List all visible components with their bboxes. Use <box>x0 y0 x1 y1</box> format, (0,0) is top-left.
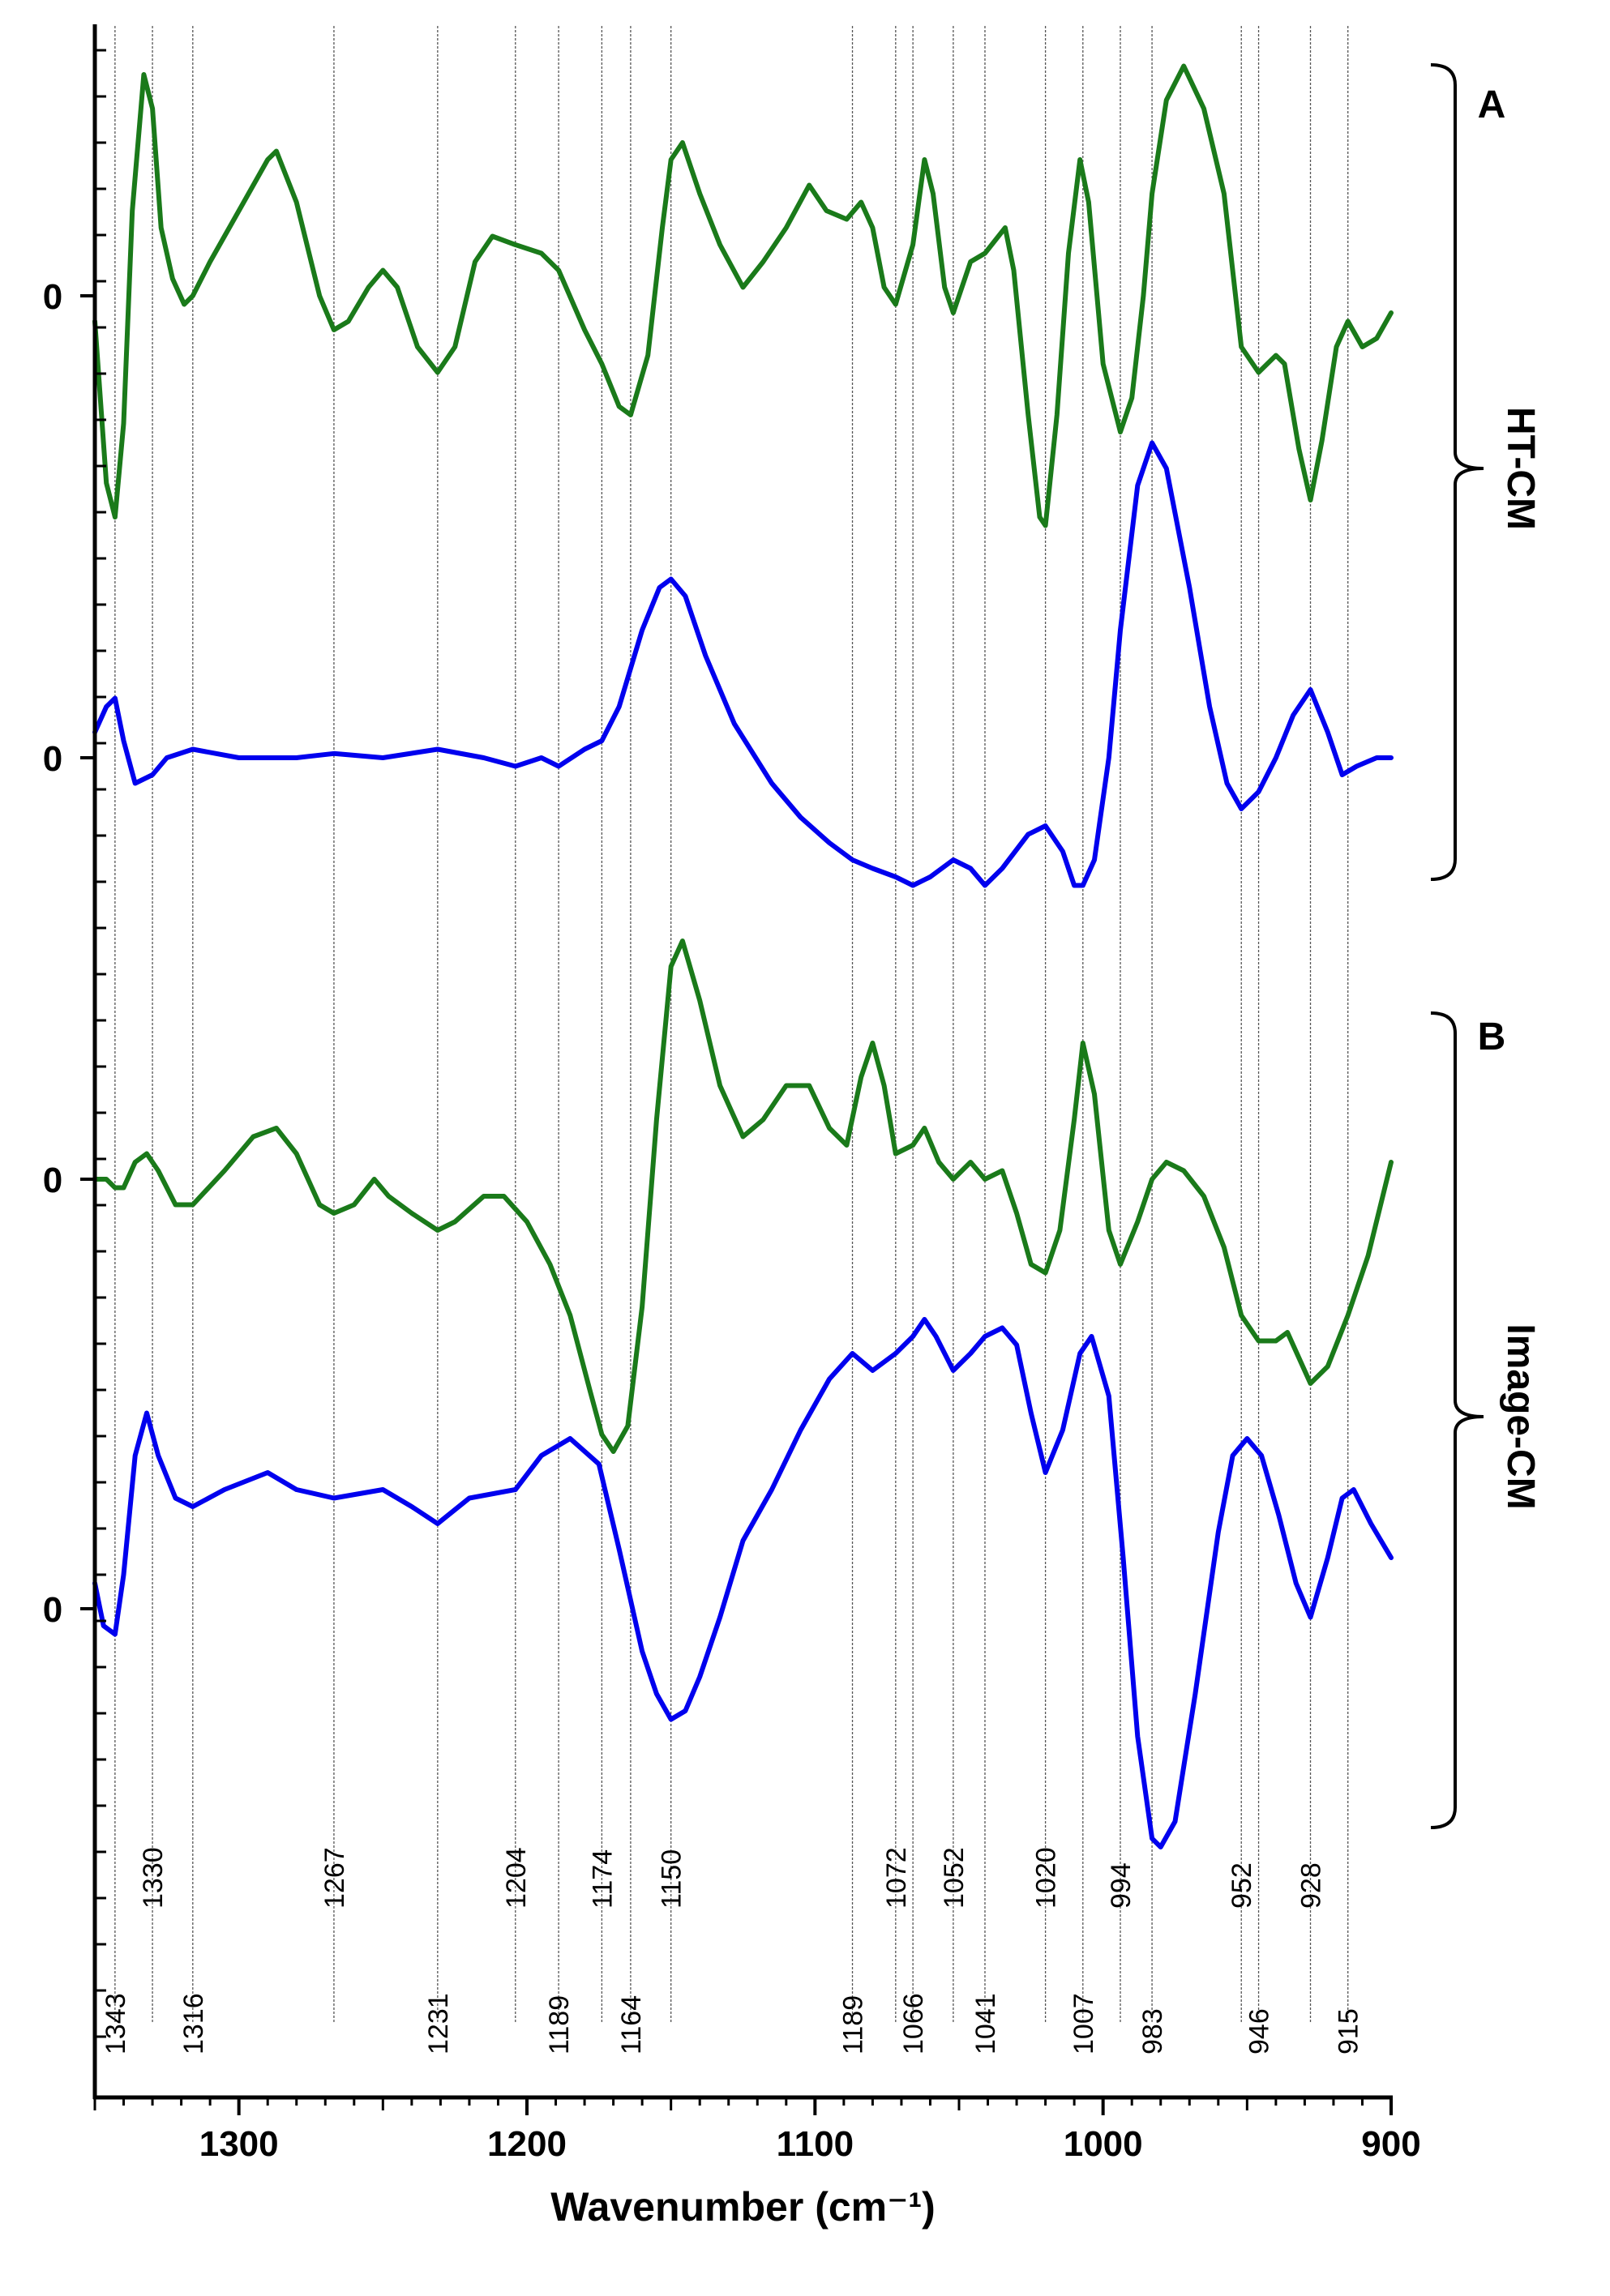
reference-label: 1204 <box>501 1847 532 1909</box>
spectrum-series-line <box>92 440 1394 888</box>
reference-labels-group: 1343 1330 1316 1267 1231 1204 1189 1174 1164 1150… <box>101 1847 1364 2054</box>
group-label: HT-CM <box>1499 407 1542 530</box>
series-group <box>92 63 1394 1849</box>
spectrum-series-line <box>92 1317 1394 1849</box>
reference-label: 915 <box>1334 2008 1364 2054</box>
reference-label: 1189 <box>544 1995 575 2054</box>
x-tick-label: 1100 <box>777 2124 854 2164</box>
group-bracket <box>1430 63 1484 881</box>
y-zero-label: 0 <box>43 739 62 779</box>
x-tick-label: 1200 <box>487 2124 567 2164</box>
reference-label: 928 <box>1296 1862 1327 1909</box>
reference-label: 1174 <box>587 1849 618 1909</box>
reference-label: 1072 <box>881 1847 912 1909</box>
reference-label: 1066 <box>898 1993 929 2054</box>
group-bracket <box>1430 1011 1484 1829</box>
reference-label: 994 <box>1106 1862 1137 1909</box>
reference-label: 1231 <box>423 1993 454 2054</box>
reference-label: 1052 <box>939 1847 970 1909</box>
reference-label: 1020 <box>1031 1847 1062 1909</box>
reference-label: 1316 <box>178 1993 209 2054</box>
panel-label: A <box>1478 83 1506 126</box>
reference-label: 1007 <box>1068 1993 1099 2054</box>
reference-label: 1330 <box>138 1847 169 1909</box>
reference-label: 1164 <box>616 1995 647 2054</box>
y-zero-label: 0 <box>43 1590 62 1630</box>
y-zero-label: 0 <box>43 1161 62 1200</box>
brackets-group: A HT-CM B Image-CM <box>1430 63 1542 1829</box>
y-zero-label: 0 <box>43 277 62 317</box>
reference-label: 1343 <box>101 1993 131 2054</box>
x-axis-title: Wavenumber (cm⁻¹) <box>550 2184 936 2230</box>
x-tick-label: 1300 <box>199 2124 279 2164</box>
reference-label: 1041 <box>970 1993 1001 2054</box>
reference-label: 946 <box>1244 2008 1275 2054</box>
reference-label: 1267 <box>319 1847 350 1909</box>
axes-group: 0 0 0 0 1300 1200 1100 1000 900 Wavenumber (cm⁻¹) <box>43 24 1421 2230</box>
x-tick-label: 1000 <box>1064 2124 1143 2164</box>
spectrum-series-line <box>92 938 1394 1454</box>
spectrum-series-line <box>92 63 1394 528</box>
reference-lines-group <box>114 26 1349 2022</box>
reference-label: 983 <box>1137 2008 1168 2054</box>
reference-label: 952 <box>1227 1862 1257 1909</box>
panel-label: B <box>1478 1015 1506 1058</box>
reference-label: 1150 <box>657 1849 687 1909</box>
reference-label: 1189 <box>838 1995 869 2054</box>
group-label: Image-CM <box>1499 1323 1542 1509</box>
x-tick-label: 900 <box>1361 2124 1420 2164</box>
